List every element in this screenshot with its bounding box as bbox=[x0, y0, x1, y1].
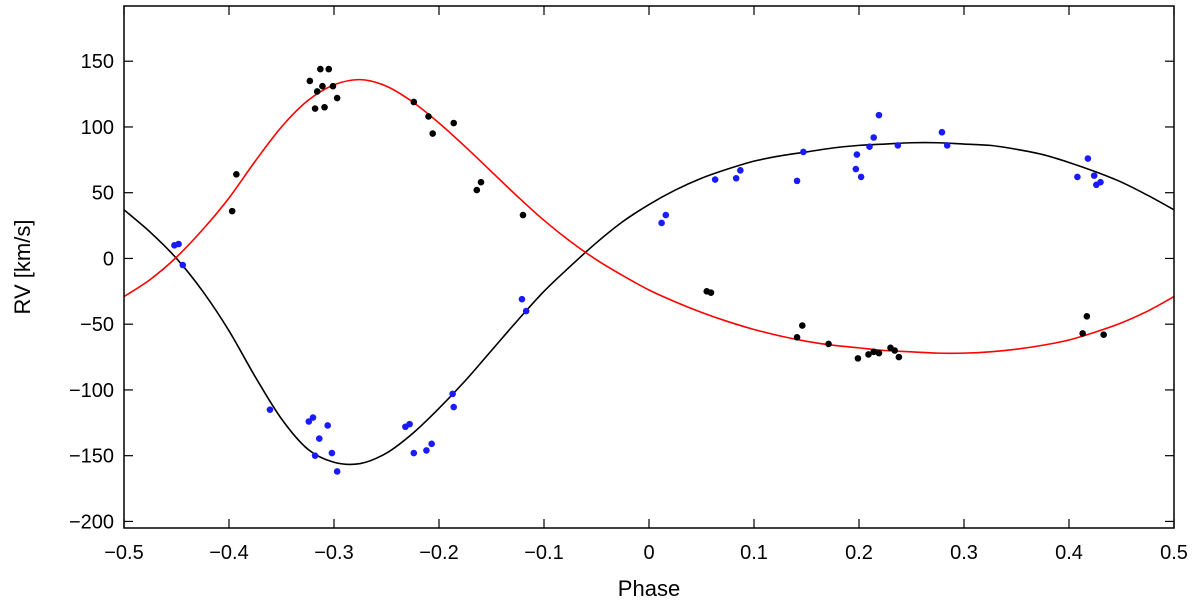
primary-observations-point bbox=[891, 347, 898, 354]
primary-observations-point bbox=[854, 355, 862, 362]
x-tick-label: −0.3 bbox=[314, 542, 353, 564]
primary-model-curve bbox=[123, 141, 1175, 466]
secondary-observations-point bbox=[266, 406, 274, 413]
primary-observations-point bbox=[321, 103, 328, 111]
primary-observations-point bbox=[325, 65, 333, 73]
secondary-observations-point bbox=[522, 307, 530, 315]
primary-observations-point bbox=[1083, 313, 1091, 320]
secondary-observations-point bbox=[894, 142, 902, 149]
primary-observations-point bbox=[410, 98, 418, 106]
primary-observations-point bbox=[707, 289, 715, 296]
secondary-observations-point bbox=[793, 177, 801, 185]
secondary-observations-point bbox=[737, 167, 744, 174]
primary-observations-point bbox=[799, 322, 806, 329]
x-tick-label: 0.4 bbox=[1055, 542, 1083, 564]
y-tick-label: 0 bbox=[103, 248, 114, 270]
primary-observations-point bbox=[1100, 331, 1107, 339]
x-axis: −0.5 −0.4 −0.3 −0.2 −0.1 0 0.1 0.2 0.3 0.4 0.5 bbox=[104, 6, 1188, 564]
y-tick-label: 150 bbox=[81, 51, 114, 73]
secondary-observations-point bbox=[875, 111, 883, 119]
secondary-observations-point bbox=[316, 435, 323, 442]
secondary-observations-point bbox=[857, 173, 865, 181]
primary-observations-point bbox=[825, 340, 832, 348]
secondary-observations-point bbox=[1084, 155, 1092, 162]
primary-observations-point bbox=[793, 334, 801, 341]
secondary-observations-point bbox=[943, 142, 951, 149]
secondary-observations-point bbox=[711, 176, 719, 183]
y-axis-title: RV [km/s] bbox=[10, 220, 35, 315]
secondary-observations-point bbox=[406, 420, 413, 428]
x-tick-label: −0.4 bbox=[209, 542, 248, 564]
secondary-observations-point bbox=[450, 403, 458, 411]
secondary-observations-point bbox=[1090, 172, 1098, 179]
secondary-observations-point bbox=[449, 390, 456, 398]
y-tick-label: 100 bbox=[81, 117, 114, 139]
primary-observations-point bbox=[865, 351, 872, 358]
secondary-observations-point bbox=[179, 261, 187, 269]
primary-observations-point bbox=[311, 105, 319, 112]
secondary-observations-point bbox=[518, 295, 526, 303]
x-tick-label: 0 bbox=[643, 542, 654, 564]
x-axis-title: Phase bbox=[618, 576, 680, 601]
x-tick-label: −0.1 bbox=[524, 542, 563, 564]
secondary-observations-point bbox=[732, 174, 740, 182]
primary-observations-point bbox=[473, 186, 481, 194]
secondary-observations-point bbox=[1097, 178, 1104, 186]
primary-observations-point bbox=[1079, 330, 1086, 337]
y-tick-label: −150 bbox=[69, 446, 114, 468]
primary-observations-point bbox=[870, 348, 877, 356]
primary-observations-point bbox=[519, 211, 527, 219]
secondary-observations-point bbox=[1074, 173, 1081, 181]
x-tick-label: −0.2 bbox=[419, 542, 458, 564]
secondary-observations-point bbox=[853, 151, 861, 158]
secondary-observations-point bbox=[328, 449, 336, 457]
secondary-observations-point bbox=[410, 449, 418, 457]
secondary-model-curve bbox=[123, 78, 1175, 355]
primary-observations-point bbox=[477, 178, 485, 186]
secondary-observations-point bbox=[175, 240, 182, 248]
secondary-observations-point bbox=[662, 211, 670, 219]
secondary-observations-point bbox=[870, 134, 877, 141]
primary-observations-point bbox=[425, 113, 432, 120]
secondary-observations-point bbox=[800, 148, 807, 156]
observation-points bbox=[171, 65, 1107, 475]
y-tick-label: −100 bbox=[69, 380, 114, 402]
primary-observations-point bbox=[233, 171, 240, 178]
primary-observations-point bbox=[313, 88, 321, 95]
plot-frame bbox=[123, 5, 1175, 529]
secondary-observations-point bbox=[309, 414, 317, 421]
primary-observations-point bbox=[875, 349, 883, 357]
primary-observations-point bbox=[317, 65, 324, 73]
x-tick-label: −0.5 bbox=[104, 542, 143, 564]
primary-observations-point bbox=[429, 130, 437, 137]
secondary-observations-point bbox=[324, 422, 332, 429]
primary-observations-point bbox=[329, 82, 337, 90]
primary-observations-point bbox=[333, 94, 341, 102]
y-tick-label: 50 bbox=[92, 183, 114, 205]
secondary-observations-point bbox=[938, 128, 946, 136]
primary-observations-point bbox=[319, 82, 326, 90]
secondary-observations-point bbox=[658, 219, 665, 227]
primary-observations-point bbox=[895, 353, 903, 361]
x-tick-label: 0.2 bbox=[845, 542, 873, 564]
secondary-observations-point bbox=[428, 440, 435, 448]
secondary-observations-point bbox=[333, 468, 341, 475]
primary-observations-point bbox=[228, 207, 236, 215]
x-tick-label: 0.3 bbox=[950, 542, 978, 564]
secondary-observations-point bbox=[852, 165, 860, 173]
x-tick-label: 0.1 bbox=[740, 542, 768, 564]
secondary-observations-point bbox=[305, 418, 313, 425]
y-tick-label: −50 bbox=[80, 314, 114, 336]
secondary-observations-point bbox=[311, 452, 319, 459]
secondary-observations-point bbox=[423, 447, 430, 454]
primary-observations-point bbox=[450, 119, 458, 127]
y-tick-label: −200 bbox=[69, 511, 114, 533]
primary-observations-point bbox=[306, 77, 314, 85]
y-axis: 150 100 50 0 −50 −100 −150 −200 bbox=[69, 51, 1174, 533]
secondary-observations-point bbox=[866, 143, 873, 150]
x-tick-label: 0.5 bbox=[1160, 542, 1188, 564]
model-curves bbox=[123, 78, 1175, 466]
